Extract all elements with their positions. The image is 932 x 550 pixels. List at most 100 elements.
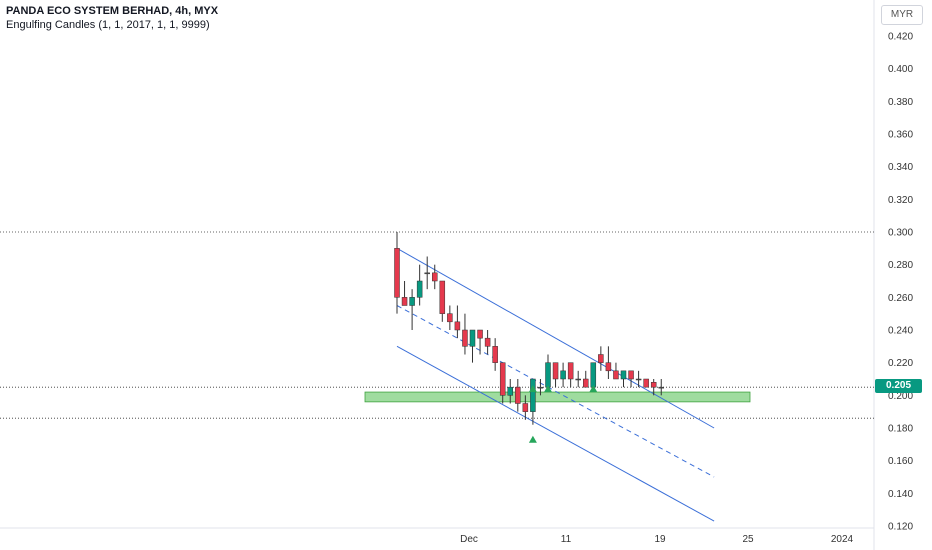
- trend-channel: [396, 247, 715, 522]
- price-tick-label: 0.140: [888, 489, 913, 500]
- candle: [469, 329, 476, 363]
- candle-body: [560, 370, 566, 380]
- candle-body: [439, 280, 446, 314]
- price-tick-label: 0.220: [888, 358, 913, 369]
- candle: [552, 362, 559, 388]
- candle: [643, 378, 649, 388]
- bullish-engulfing-marker: [544, 385, 552, 393]
- time-tick-label: Dec: [460, 534, 478, 545]
- channel-upper-line: [396, 247, 715, 429]
- candle: [620, 370, 627, 388]
- candle: [477, 329, 483, 355]
- price-tick-label: 0.420: [888, 32, 913, 43]
- candle: [515, 379, 521, 412]
- candle-body: [567, 362, 574, 380]
- candle-body: [522, 403, 529, 412]
- candle-body: [552, 362, 559, 380]
- candle: [424, 256, 430, 290]
- candle: [507, 379, 513, 404]
- candle-body: [462, 329, 468, 347]
- candle-body: [507, 386, 513, 396]
- support-zone-rect: [364, 391, 751, 403]
- candle: [447, 305, 453, 330]
- candle: [635, 370, 642, 388]
- candles: [394, 232, 664, 425]
- candle: [590, 362, 597, 388]
- price-tick-label: 0.340: [888, 162, 913, 173]
- candle: [522, 395, 529, 420]
- candle: [613, 362, 619, 380]
- price-tick-label: 0.380: [888, 97, 913, 108]
- candle: [560, 362, 566, 388]
- candle-body: [484, 337, 491, 347]
- price-tick-label: 0.180: [888, 424, 913, 435]
- price-tick-label: 0.260: [888, 293, 913, 304]
- candle: [583, 370, 589, 388]
- candle: [650, 379, 657, 396]
- candle-body: [515, 386, 521, 404]
- candle-body: [401, 297, 408, 306]
- candle-body: [605, 362, 612, 372]
- candle: [454, 305, 461, 339]
- indicator-label[interactable]: Engulfing Candles (1, 1, 2017, 1, 1, 999…: [6, 19, 210, 31]
- candle-body: [454, 321, 461, 331]
- price-tick-label: 0.240: [888, 326, 913, 337]
- candle: [605, 346, 612, 379]
- candle-body: [590, 362, 597, 388]
- price-tick-label: 0.400: [888, 64, 913, 75]
- support-zone: [364, 391, 751, 403]
- candle: [484, 330, 491, 355]
- price-axis[interactable]: 0.420 0.400 0.380 0.360 0.340 0.320 0.300 0.280…: [888, 32, 913, 533]
- candle-body: [620, 370, 627, 380]
- time-tick-label: 19: [654, 534, 666, 545]
- bullish-engulfing-marker: [589, 385, 598, 393]
- candle: [598, 346, 604, 371]
- candle: [545, 354, 551, 388]
- price-tick-label: 0.360: [888, 130, 913, 141]
- candle-body: [424, 272, 430, 275]
- candle-body: [650, 382, 657, 388]
- candle: [462, 313, 468, 355]
- channel-lower-line: [396, 345, 715, 522]
- time-tick-label: 25: [742, 534, 754, 545]
- candle-body: [499, 362, 506, 396]
- candle-body: [575, 378, 581, 381]
- candle-body: [628, 370, 634, 380]
- chart-title: PANDA ECO SYSTEM BERHAD, 4h, MYX: [6, 5, 219, 17]
- candle: [416, 264, 423, 306]
- candle: [401, 281, 408, 306]
- price-tick-label: 0.280: [888, 260, 913, 271]
- candle-body: [447, 313, 453, 323]
- candle: [658, 379, 664, 396]
- candle: [409, 289, 415, 330]
- candle-body: [416, 280, 423, 298]
- candle: [432, 264, 438, 290]
- candle: [567, 362, 574, 388]
- candle-body: [583, 378, 589, 388]
- candle: [394, 232, 400, 314]
- price-tick-label: 0.300: [888, 228, 913, 239]
- price-tick-label: 0.120: [888, 522, 913, 533]
- candle-body: [613, 370, 619, 380]
- candle: [628, 370, 634, 388]
- currency-button[interactable]: MYR: [881, 5, 923, 25]
- candle-body: [409, 297, 415, 306]
- candle-body: [658, 386, 664, 389]
- channel-middle-line: [396, 305, 715, 478]
- candle: [537, 379, 544, 396]
- candle-body: [537, 386, 544, 389]
- time-tick-label: 2024: [831, 534, 854, 545]
- candle-body: [530, 378, 536, 412]
- candle-body: [643, 378, 649, 388]
- horizontal-levels: [0, 231, 874, 419]
- candle: [439, 280, 446, 322]
- candle-body: [545, 362, 551, 388]
- price-tick-label: 0.320: [888, 195, 913, 206]
- price-tick-label: 0.160: [888, 456, 913, 467]
- candle-body: [635, 378, 642, 381]
- time-axis[interactable]: Dec 11 19 25 2024: [460, 534, 853, 545]
- price-tick-label: 0.200: [888, 391, 913, 402]
- bullish-engulfing-marker: [528, 435, 537, 443]
- candle: [575, 370, 581, 388]
